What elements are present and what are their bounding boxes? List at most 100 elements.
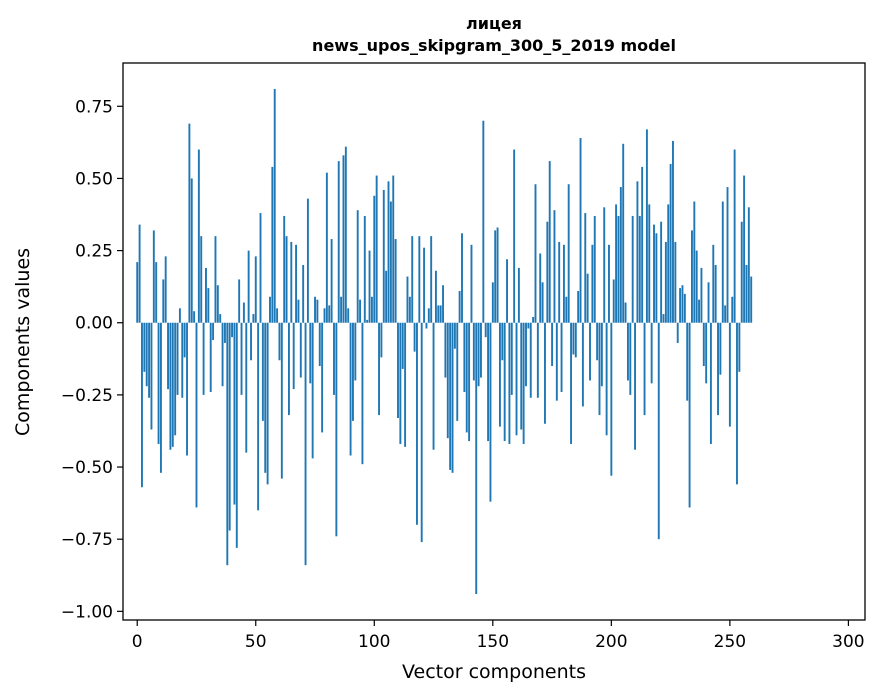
bar xyxy=(513,149,516,323)
bar xyxy=(297,299,300,323)
bar xyxy=(679,288,682,323)
bar xyxy=(439,305,442,323)
bar xyxy=(539,253,542,323)
bar xyxy=(451,322,454,473)
bar xyxy=(517,267,520,323)
bar xyxy=(567,184,570,323)
y-tick-label: −1.00 xyxy=(61,602,113,622)
y-tick-label: −0.75 xyxy=(61,530,113,550)
bar xyxy=(463,322,466,392)
bar xyxy=(318,322,321,367)
bar xyxy=(287,322,290,416)
bar xyxy=(657,322,660,540)
bar xyxy=(529,322,532,398)
bar xyxy=(624,302,627,323)
bar xyxy=(397,322,399,418)
bar xyxy=(242,302,245,323)
bar xyxy=(501,322,504,361)
bar xyxy=(472,322,475,381)
bar xyxy=(385,270,388,323)
bar xyxy=(638,215,641,323)
bar xyxy=(738,322,741,372)
bar xyxy=(608,244,610,323)
bar xyxy=(437,305,440,323)
y-axis-label: Components values xyxy=(12,248,34,436)
bar xyxy=(212,322,215,341)
bar xyxy=(155,262,158,323)
bar xyxy=(423,247,426,323)
bar xyxy=(634,322,636,450)
bar xyxy=(705,322,708,384)
bar xyxy=(333,322,335,395)
bar xyxy=(572,322,575,355)
bar xyxy=(584,213,587,323)
bar xyxy=(141,322,143,488)
bar xyxy=(581,322,584,407)
bar xyxy=(219,314,222,323)
bar xyxy=(261,322,264,421)
bar xyxy=(207,288,210,323)
bar xyxy=(145,322,148,387)
bar xyxy=(477,322,480,387)
bar xyxy=(273,88,276,323)
bar xyxy=(164,256,167,323)
y-tick-label: 0.00 xyxy=(75,314,113,334)
x-tick-label: 150 xyxy=(477,632,509,652)
bar xyxy=(724,305,727,323)
bar xyxy=(247,250,250,323)
bar xyxy=(484,322,487,338)
bar xyxy=(662,314,665,323)
bar xyxy=(370,296,373,323)
bar xyxy=(506,259,508,323)
bar xyxy=(252,314,255,323)
bar xyxy=(347,308,350,323)
bar xyxy=(544,322,546,424)
bar xyxy=(626,322,629,381)
bar xyxy=(565,296,568,323)
bar xyxy=(186,322,188,456)
bar xyxy=(683,293,686,323)
bar xyxy=(352,322,354,421)
bar xyxy=(546,221,549,323)
bar xyxy=(660,221,663,323)
bar xyxy=(449,322,452,470)
bar xyxy=(202,322,205,395)
bar xyxy=(475,322,478,595)
chart-subtitle: news_upos_skipgram_300_5_2019 model xyxy=(312,36,676,55)
bar xyxy=(707,282,710,323)
bar xyxy=(278,322,281,361)
bar xyxy=(257,322,260,511)
bar xyxy=(311,322,314,459)
bar xyxy=(733,149,736,323)
bar xyxy=(520,322,523,430)
bar xyxy=(498,322,501,427)
bar xyxy=(138,224,141,323)
x-tick-label: 250 xyxy=(714,632,746,652)
bar xyxy=(605,322,608,436)
bar xyxy=(235,322,238,548)
bar xyxy=(169,322,172,450)
bar xyxy=(577,290,580,323)
bar xyxy=(361,322,364,465)
x-axis-ticks: 0 50 100 150 200 250 300 xyxy=(132,620,865,652)
bar xyxy=(648,204,651,323)
bar xyxy=(430,236,433,323)
bar xyxy=(330,239,333,323)
bar xyxy=(615,204,618,323)
bar xyxy=(162,279,165,323)
bar xyxy=(700,267,703,323)
bar xyxy=(525,322,527,387)
bar xyxy=(603,207,606,323)
x-axis-label: Vector components xyxy=(402,661,586,683)
x-tick-label: 50 xyxy=(245,632,267,652)
bar xyxy=(717,322,719,416)
bar xyxy=(399,322,402,444)
bar xyxy=(709,322,712,444)
bar xyxy=(152,230,155,323)
bar xyxy=(418,236,421,323)
bar xyxy=(394,239,397,323)
bar xyxy=(344,146,347,323)
bar xyxy=(560,322,563,392)
bar xyxy=(299,322,302,378)
